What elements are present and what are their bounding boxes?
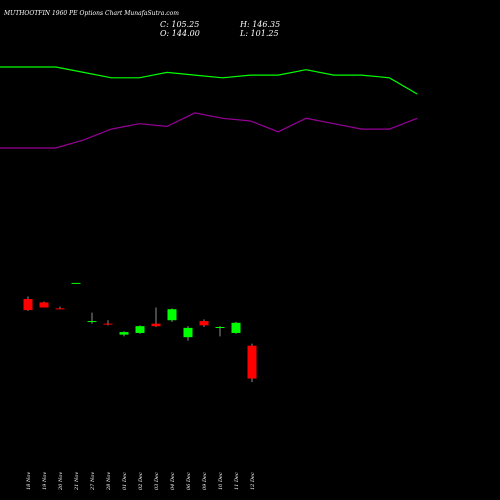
candle-20-nov (55, 306, 65, 310)
candle-04-dec (167, 308, 177, 322)
candle-11-dec (231, 321, 241, 334)
close-value: C: 105.25 (160, 20, 200, 29)
candle-09-dec (199, 319, 209, 328)
x-tick-label: 12 Dec (250, 472, 256, 490)
x-tick-label: 27 Nov (90, 472, 96, 491)
candle-body (71, 282, 81, 284)
candle-body (231, 322, 241, 333)
x-tick-label: 18 Nov (26, 472, 32, 490)
x-tick-label: 11 Dec (234, 472, 240, 490)
x-tick-label: 19 Nov (42, 472, 48, 490)
x-axis: 18 Nov 19 Nov 20 Nov 21 Nov 27 Nov 28 Nov 01 D… (26, 472, 256, 491)
candles (23, 282, 257, 382)
high-value: H: 146.35 (240, 20, 281, 29)
candle-body (39, 302, 49, 308)
indicator-lines (0, 66, 418, 149)
low-value: L: 101.25 (240, 29, 279, 38)
candle-21-nov (71, 282, 81, 284)
candle-body (167, 309, 177, 321)
candle-body (247, 345, 257, 379)
candle-18-nov (23, 296, 33, 311)
indicator-line-1 (0, 66, 418, 95)
candle-body (119, 332, 129, 335)
candle-body (23, 299, 33, 311)
candle-body (199, 321, 209, 326)
candle-19-nov (39, 301, 49, 308)
x-tick-label: 03 Dec (154, 472, 160, 490)
candle-12-dec (247, 343, 257, 382)
candle-body (103, 323, 113, 325)
candle-03-dec (151, 307, 161, 328)
x-tick-label: 04 Dec (170, 472, 176, 490)
x-tick-label: 01 Dec (122, 472, 128, 490)
open-value: O: 144.00 (160, 29, 200, 38)
x-tick-label: 09 Dec (202, 472, 208, 490)
candle-28-nov (103, 320, 113, 326)
x-tick-label: 28 Nov (106, 472, 112, 491)
candle-01-dec (119, 331, 129, 337)
candle-body (87, 321, 97, 323)
x-tick-label: 20 Nov (58, 472, 64, 491)
x-tick-label: 10 Dec (218, 472, 224, 490)
candle-10-dec (215, 326, 225, 337)
candle-body (151, 323, 161, 327)
candle-body (55, 308, 65, 310)
indicator-line-2 (0, 112, 418, 149)
candle-body (215, 327, 225, 329)
x-tick-label: 21 Nov (74, 472, 80, 491)
candle-02-dec (135, 325, 145, 334)
candle-27-nov (87, 312, 97, 324)
chart-title: MUTHOOTFIN 1960 PE Options Chart MunafaS… (4, 10, 179, 17)
candle-06-dec (183, 326, 193, 341)
candle-body (183, 327, 193, 338)
x-tick-label: 02 Dec (138, 472, 144, 490)
x-tick-label: 06 Dec (186, 472, 192, 490)
candle-body (135, 326, 145, 333)
